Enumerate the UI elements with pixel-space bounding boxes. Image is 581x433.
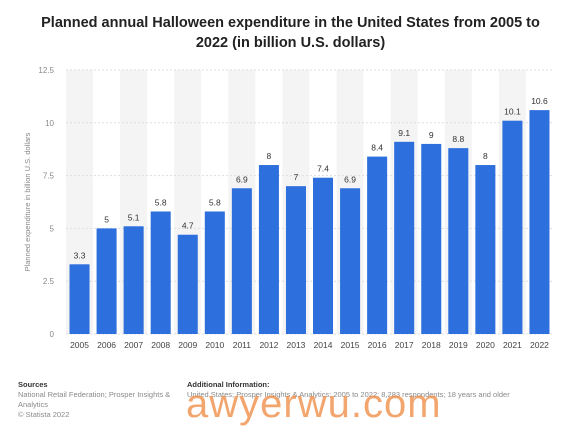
y-tick-label: 12.5	[38, 66, 54, 75]
sources-block: Sources National Retail Federation; Pros…	[18, 380, 178, 420]
x-tick-label: 2017	[395, 340, 414, 350]
bar[interactable]	[177, 234, 198, 334]
bar[interactable]	[69, 264, 90, 334]
bar[interactable]	[313, 177, 334, 334]
bar-value-label: 7	[294, 172, 299, 182]
bar-value-label: 6.9	[236, 174, 248, 184]
bar[interactable]	[340, 188, 361, 334]
y-tick-label: 0	[50, 330, 55, 339]
bar-value-label: 9.1	[398, 128, 410, 138]
y-tick-label: 10	[45, 119, 54, 128]
bar[interactable]	[475, 165, 496, 334]
x-tick-label: 2022	[530, 340, 549, 350]
bar[interactable]	[150, 211, 171, 334]
bar[interactable]	[448, 148, 469, 334]
x-tick-label: 2020	[476, 340, 495, 350]
x-tick-label: 2018	[422, 340, 441, 350]
bar-chart: 3.3 5 5.1 5.8 4.7 5.8 6.9 8 7 7.4 6.9 8.4 9.1 9 8.8 8 10…	[23, 66, 553, 350]
x-tick-label: 2008	[151, 340, 170, 350]
bar[interactable]	[367, 156, 388, 334]
bar[interactable]	[123, 226, 144, 334]
bar-value-label: 4.7	[182, 221, 194, 231]
sources-text[interactable]: National Retail Federation; Prosper Insi…	[18, 390, 171, 409]
bar-value-label: 5.1	[128, 212, 140, 222]
bar-value-label: 10.1	[504, 107, 521, 117]
watermark: awyerwu.com	[186, 382, 442, 426]
bar-value-label: 6.9	[344, 174, 356, 184]
bar[interactable]	[204, 211, 225, 334]
x-tick-label: 2019	[449, 340, 468, 350]
x-tick-label: 2013	[287, 340, 306, 350]
bar[interactable]	[502, 120, 523, 334]
y-tick-label: 7.5	[43, 172, 55, 181]
x-tick-label: 2006	[97, 340, 116, 350]
copyright-text: © Statista 2022	[18, 410, 70, 419]
bar[interactable]	[529, 110, 550, 335]
bar-value-label: 5.8	[209, 198, 221, 208]
bar-value-label: 8	[483, 151, 488, 161]
bar-value-label: 7.4	[317, 164, 329, 174]
bar-value-label: 10.6	[531, 96, 548, 106]
sources-heading: Sources	[18, 380, 48, 389]
chart-title: Planned annual Halloween expenditure in …	[41, 15, 540, 51]
bar-value-label: 8	[267, 151, 272, 161]
additional-info-heading: Additional Information:	[187, 380, 270, 389]
x-tick-label: 2005	[70, 340, 89, 350]
x-tick-label: 2012	[259, 340, 278, 350]
bar-value-label: 5	[104, 214, 109, 224]
additional-info-text: United States; Prosper Insights & Analyt…	[187, 390, 510, 399]
x-tick-label: 2015	[341, 340, 360, 350]
bar[interactable]	[394, 141, 415, 334]
y-tick-label: 2.5	[43, 277, 55, 286]
bar-value-label: 8.4	[371, 143, 383, 153]
bar[interactable]	[285, 186, 306, 334]
x-tick-label: 2007	[124, 340, 143, 350]
x-tick-label: 2021	[503, 340, 522, 350]
x-tick-label: 2010	[205, 340, 224, 350]
y-tick-label: 5	[50, 224, 55, 233]
x-tick-label: 2014	[314, 340, 333, 350]
additional-info-block: Additional Information: United States; P…	[187, 380, 527, 400]
bar-value-label: 8.8	[452, 134, 464, 144]
x-tick-label: 2011	[233, 340, 252, 350]
bar[interactable]	[96, 228, 117, 334]
bar[interactable]	[231, 188, 252, 334]
x-tick-label: 2009	[178, 340, 197, 350]
bar-value-label: 3.3	[74, 250, 86, 260]
bar[interactable]	[258, 165, 279, 334]
x-tick-label: 2016	[368, 340, 387, 350]
bar-value-label: 5.8	[155, 198, 167, 208]
bar-value-label: 9	[429, 130, 434, 140]
y-axis-label: Planned expenditure in billion U.S. doll…	[23, 132, 32, 271]
bar[interactable]	[421, 143, 442, 334]
